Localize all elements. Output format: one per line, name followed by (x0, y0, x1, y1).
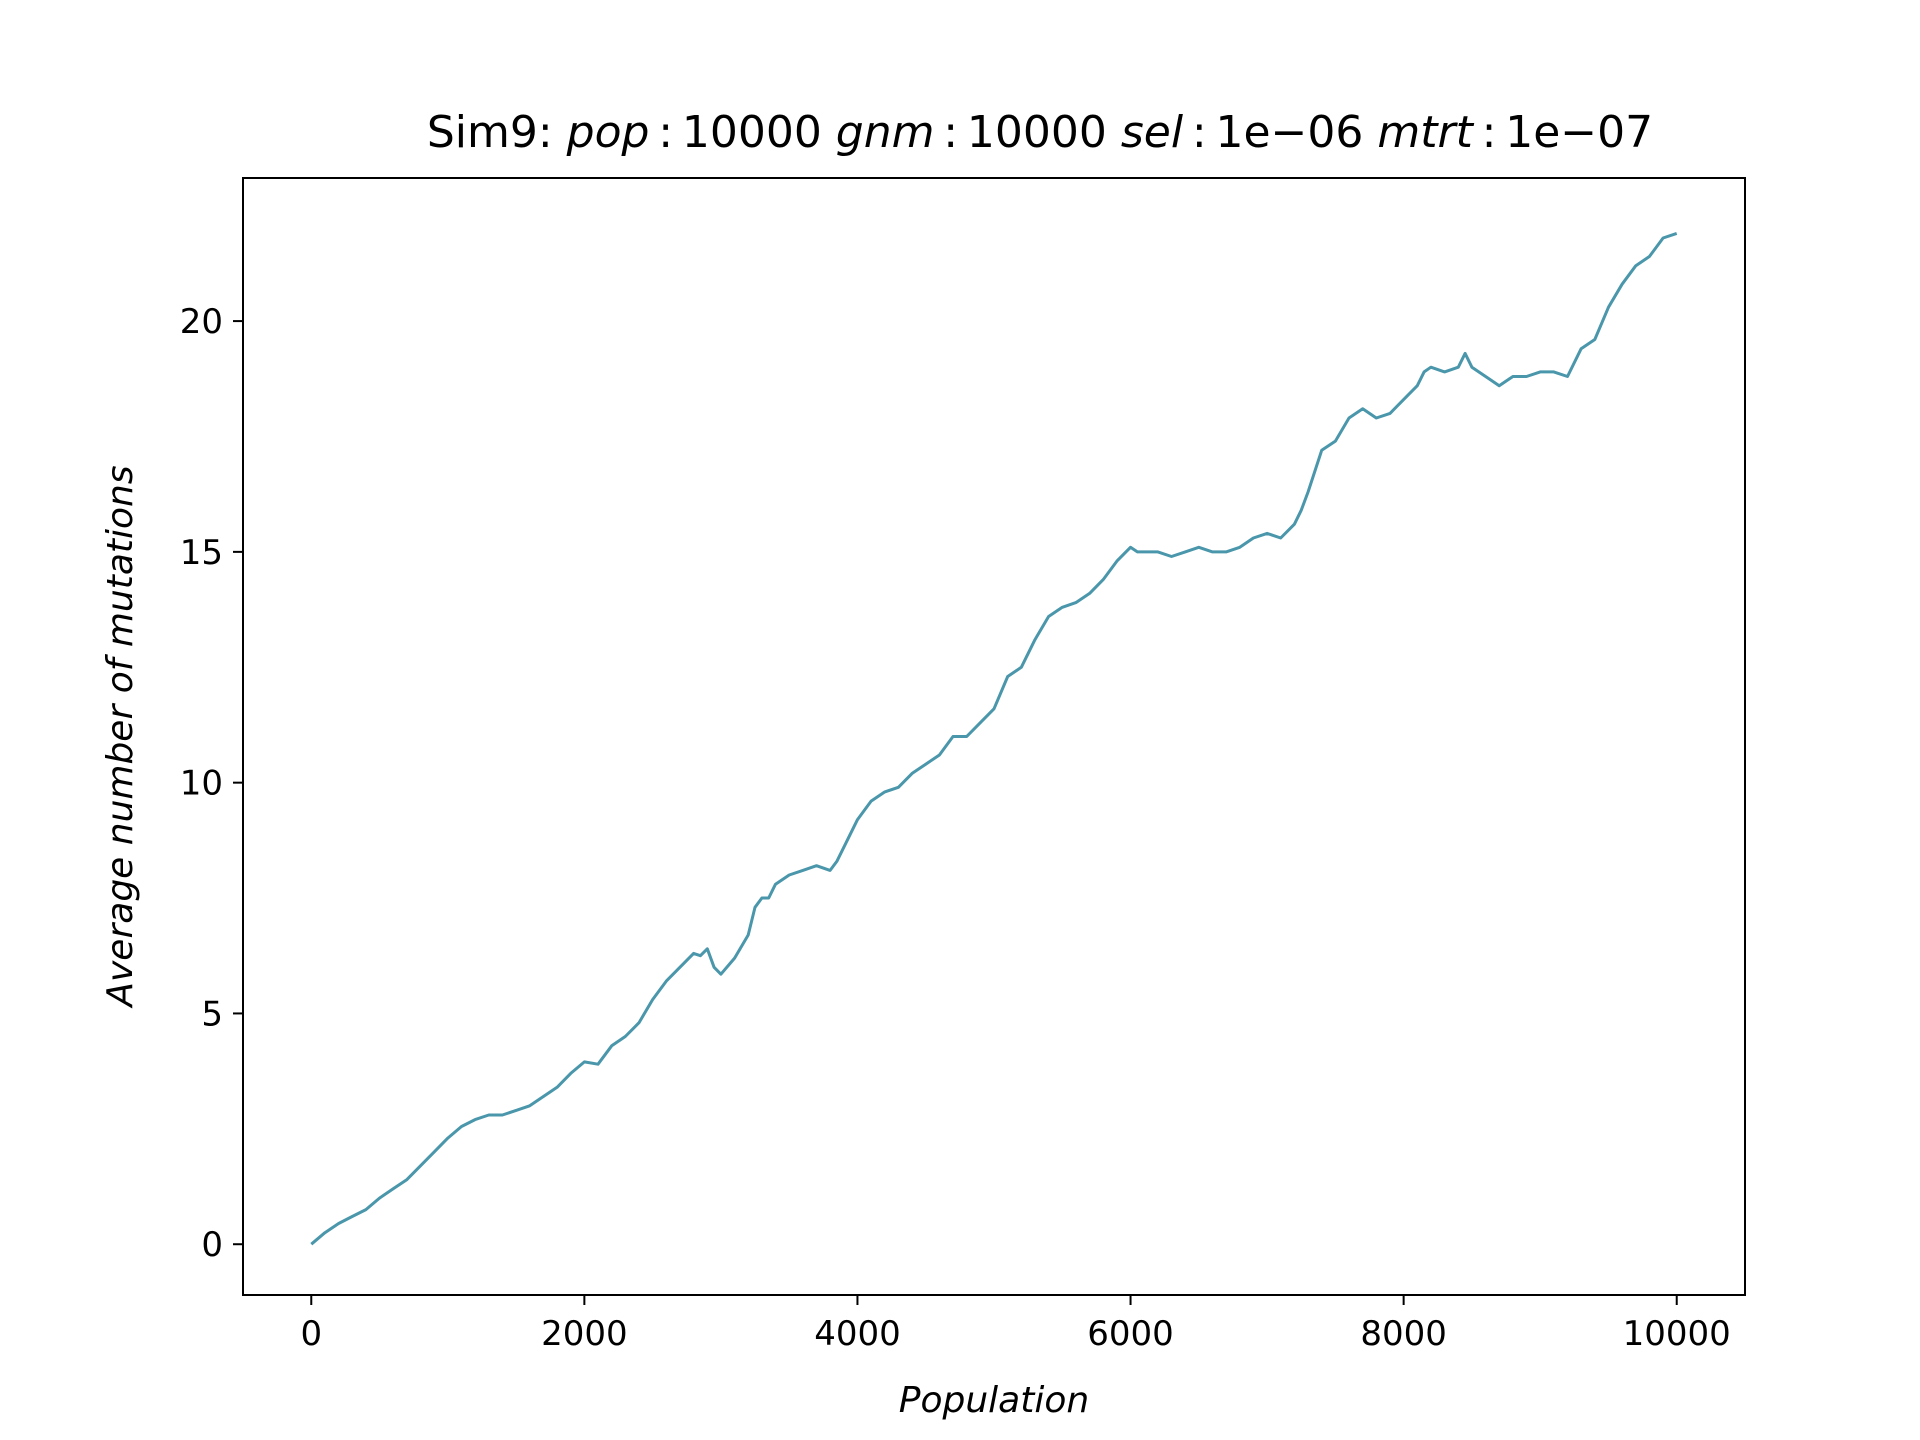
title-param-name: mtrt (1377, 107, 1474, 158)
plot-area-frame (242, 177, 1746, 1296)
y-axis-label: Average number of mutations (100, 465, 141, 1008)
y-axis-ticks: 0 5 10 15 20 (180, 302, 243, 1265)
title-prefix: Sim9: (427, 107, 567, 158)
x-tick-label: 10000 (1623, 1314, 1731, 1354)
y-tick-label: 10 (180, 764, 223, 804)
series-layer (310, 231, 1678, 1246)
x-tick-label: 0 (300, 1314, 322, 1354)
title-param-name: sel (1121, 107, 1184, 158)
title-param-value: : 1e−07 (1473, 107, 1653, 158)
x-axis-ticks: 0 2000 4000 6000 8000 10000 (300, 1295, 1731, 1354)
x-tick-label: 4000 (814, 1314, 901, 1354)
y-tick-label: 5 (201, 994, 223, 1034)
title-param-value: : 10000 (649, 107, 835, 158)
y-tick-label: 15 (180, 533, 223, 573)
title-param-name: pop (566, 107, 650, 158)
title-param-value: : 1e−06 (1183, 107, 1377, 158)
title-param-name: gnm (836, 107, 935, 158)
x-tick-label: 6000 (1087, 1314, 1174, 1354)
chart-title: Sim9: pop : 10000 gnm : 10000 sel : 1e−0… (427, 107, 1653, 158)
title-param-value: : 10000 (934, 107, 1120, 158)
y-tick-label: 20 (180, 302, 223, 342)
y-tick-label: 0 (201, 1225, 223, 1265)
x-tick-label: 8000 (1360, 1314, 1447, 1354)
x-axis-label: Population (899, 1380, 1089, 1421)
x-tick-label: 2000 (541, 1314, 628, 1354)
series-line (310, 231, 1678, 1246)
